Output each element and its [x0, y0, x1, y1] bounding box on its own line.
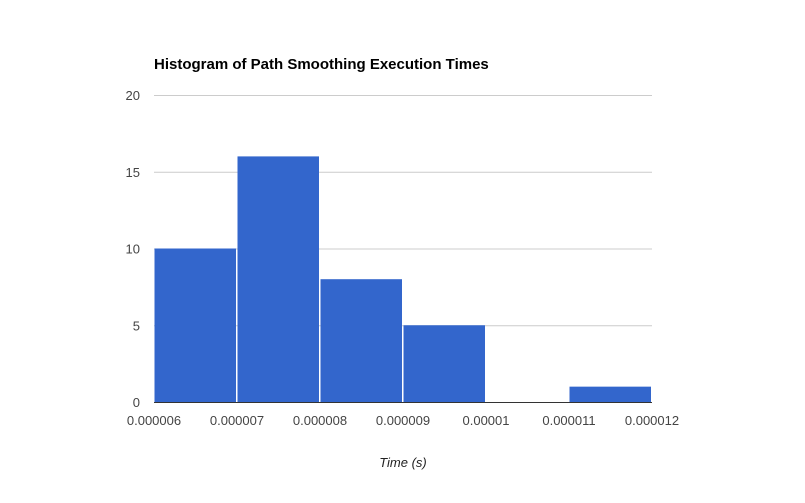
histogram-bar — [569, 386, 651, 402]
histogram-bar — [320, 279, 402, 402]
x-tick-labels: 0.000006 0.000007 0.000008 0.000009 0.00001 0… — [127, 413, 679, 428]
x-tick-label: 0.00001 — [463, 413, 510, 428]
x-tick-label: 0.000008 — [293, 413, 347, 428]
y-tick-label: 5 — [133, 318, 140, 333]
x-tick-label: 0.000009 — [376, 413, 430, 428]
histogram-bar — [403, 325, 485, 402]
x-tick-label: 0.000006 — [127, 413, 181, 428]
y-tick-label: 15 — [126, 165, 140, 180]
x-tick-label: 0.000007 — [210, 413, 264, 428]
y-tick-labels: 0 5 10 15 20 — [126, 88, 140, 410]
y-tick-label: 0 — [133, 395, 140, 410]
x-axis-title: Time (s) — [379, 455, 427, 470]
x-tick-label: 0.000012 — [625, 413, 679, 428]
chart-title: Histogram of Path Smoothing Execution Ti… — [154, 56, 489, 73]
histogram-bar — [154, 248, 236, 402]
histogram-bar — [237, 156, 319, 402]
x-tick-label: 0.000011 — [542, 413, 595, 428]
histogram-bars — [154, 156, 651, 402]
y-tick-label: 20 — [126, 88, 140, 103]
gridlines — [154, 95, 652, 327]
y-tick-label: 10 — [126, 242, 140, 257]
